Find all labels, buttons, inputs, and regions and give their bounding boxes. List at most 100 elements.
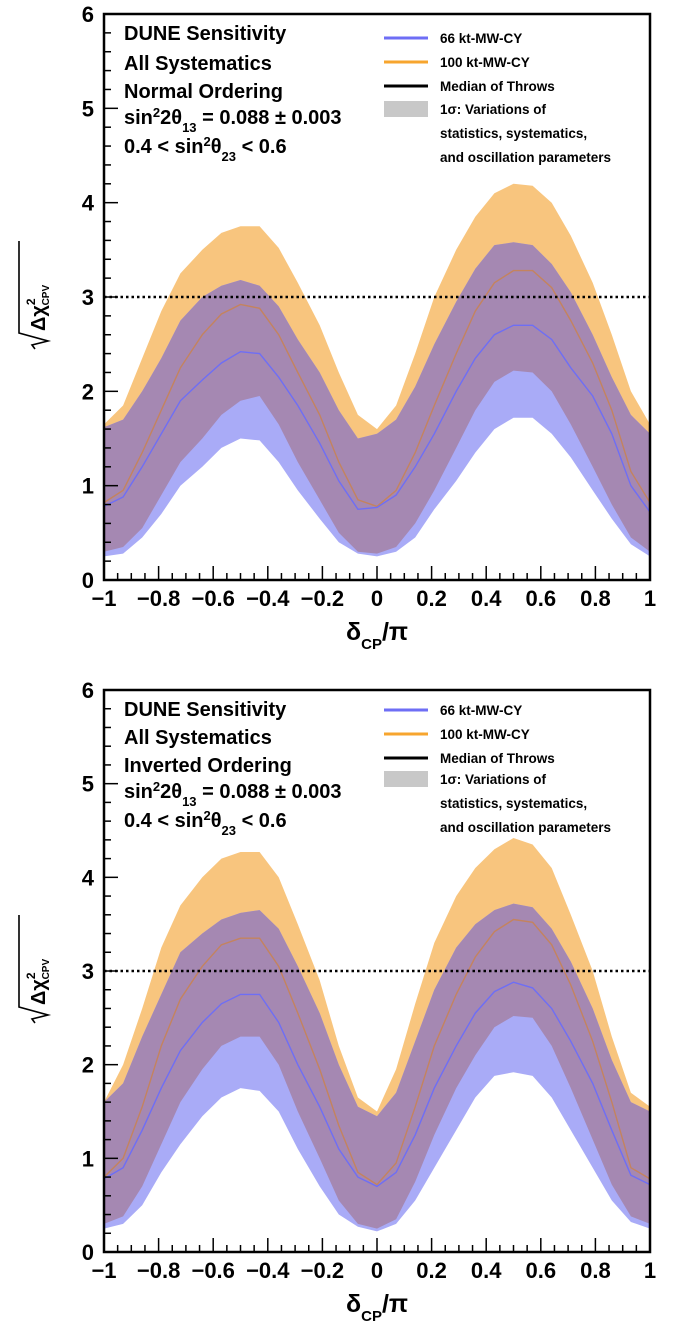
x-tick-label: −0.2	[301, 586, 344, 611]
y-axis-title-main: Δχ	[28, 305, 50, 331]
x-axis-title-tail: /π	[382, 618, 408, 646]
legend: 66 kt-MW-CY 100 kt-MW-CY Median of Throw…	[384, 31, 611, 165]
bands-layer	[104, 838, 650, 1232]
x-tick-label: 1	[644, 586, 656, 611]
info-theta13-sin: sin	[124, 781, 153, 803]
x-axis-title: δCP/π	[346, 1290, 408, 1324]
x-tick-label: 1	[644, 1258, 656, 1283]
info-theta13-theta: 2θ	[160, 781, 182, 803]
x-tick-label: −0.2	[301, 1258, 344, 1283]
y-tick-label: 6	[82, 678, 94, 703]
y-tick-label: 3	[82, 285, 94, 310]
legend-label-band-2: statistics, systematics,	[440, 796, 587, 811]
info-theta13-sin: sin	[124, 107, 153, 129]
x-tick-label: −0.8	[137, 1258, 180, 1283]
legend-label-66: 66 kt-MW-CY	[440, 703, 522, 718]
x-tick-label: 0.6	[526, 586, 557, 611]
y-axis-title-text: Δχ2 CPV	[24, 959, 52, 1005]
x-tick-label: −0.8	[137, 586, 180, 611]
info-theta13-theta: 2θ	[160, 107, 182, 129]
y-tick-label: 1	[82, 474, 94, 499]
x-axis-title: δCP/π	[346, 618, 408, 653]
info-theta23-tail: < 0.6	[236, 810, 287, 832]
legend-label-band-1: 1σ: Variations of	[440, 772, 547, 787]
band-overlap	[104, 242, 650, 554]
x-tick-label: −1	[91, 1258, 116, 1283]
y-axis-title-sup: 2	[24, 298, 38, 305]
info-theta13: sin22θ13 = 0.088 ± 0.003	[124, 779, 342, 809]
legend-label-66: 66 kt-MW-CY	[440, 31, 522, 46]
legend-label-band-3: and oscillation parameters	[440, 150, 611, 165]
median-line-100-kt-mw-cy	[103, 918, 651, 1186]
medians-layer	[103, 918, 651, 1188]
y-tick-label: 0	[82, 568, 94, 593]
x-axis-title-tail: /π	[382, 1290, 408, 1318]
info-systematics: All Systematics	[124, 53, 272, 75]
info-theta23-theta: θ	[211, 810, 222, 832]
y-axis-title-radical	[18, 915, 52, 1024]
bands-layer	[104, 183, 650, 557]
y-tick-label: 4	[82, 191, 95, 216]
ticks-layer	[103, 13, 651, 581]
x-tick-label: 0.4	[471, 586, 502, 611]
legend-swatch-band	[384, 771, 428, 787]
info-theta23-sub: 23	[222, 823, 236, 838]
info-systematics: All Systematics	[124, 727, 272, 749]
info-block: DUNE Sensitivity All Systematics Normal …	[124, 23, 342, 164]
info-theta23-sup: 2	[204, 808, 211, 823]
x-tick-label: −0.6	[191, 586, 234, 611]
info-theta13-value: = 0.088 ± 0.003	[197, 107, 342, 129]
info-theta23: 0.4 < sin2θ23 < 0.6	[124, 134, 287, 164]
x-tick-label: 0.2	[416, 586, 447, 611]
y-tick-label: 6	[82, 2, 94, 27]
x-tick-label: 0.2	[416, 1258, 447, 1283]
info-theta13-sub: 13	[182, 794, 196, 809]
median-line-66-kt-mw-cy	[103, 981, 651, 1188]
info-theta23-sup: 2	[204, 134, 211, 149]
y-tick-label: 2	[82, 379, 94, 404]
x-tick-label: 0.6	[526, 1258, 557, 1283]
x-axis-title-sub: CP	[361, 1308, 382, 1324]
ticks-layer	[103, 689, 651, 1253]
info-theta13-value: = 0.088 ± 0.003	[197, 781, 342, 803]
x-tick-label: 0.8	[580, 586, 611, 611]
y-tick-label: 2	[82, 1053, 94, 1078]
y-axis-title-radical	[18, 241, 52, 350]
y-axis-title-main: Δχ	[28, 979, 50, 1005]
info-theta23-lead: 0.4 < sin	[124, 136, 204, 158]
medians-layer	[103, 269, 651, 513]
legend-label-median: Median of Throws	[440, 79, 555, 94]
legend-label-band-1: 1σ: Variations of	[440, 102, 547, 117]
info-theta13-sup: 2	[153, 105, 160, 120]
info-ordering: Normal Ordering	[124, 81, 283, 103]
x-tick-label: −0.4	[246, 1258, 290, 1283]
y-tick-label: 4	[82, 865, 95, 890]
info-theta13: sin22θ13 = 0.088 ± 0.003	[124, 105, 342, 135]
info-theta23-tail: < 0.6	[236, 136, 287, 158]
y-axis-title: Δχ2 CPV	[18, 241, 52, 350]
info-ordering: Inverted Ordering	[124, 755, 292, 777]
x-tick-label: 0.8	[580, 1258, 611, 1283]
legend-label-100: 100 kt-MW-CY	[440, 727, 530, 742]
info-theta23: 0.4 < sin2θ23 < 0.6	[124, 808, 287, 838]
y-tick-label: 5	[82, 96, 94, 121]
chart-panel-inverted-ordering: −1 −0.8 −0.6 −0.4 −0.2 0 0.2 0.4 0.6 0.8 10123456 …	[18, 678, 656, 1324]
legend-label-band-2: statistics, systematics,	[440, 126, 587, 141]
x-tick-label: −1	[91, 586, 116, 611]
chart-panel-normal-ordering: −1 −0.8 −0.6 −0.4 −0.2 0 0.2 0.4 0.6 0.8 10123456 …	[18, 2, 656, 653]
y-axis-title-sub: CPV	[41, 959, 52, 980]
legend-label-100: 100 kt-MW-CY	[440, 55, 530, 70]
y-axis-title-sup: 2	[24, 972, 38, 979]
y-tick-label: 5	[82, 772, 94, 797]
y-axis-title-sub: CPV	[41, 285, 52, 306]
median-line-100-kt-mw-cy	[103, 269, 651, 508]
info-block: DUNE Sensitivity All Systematics Inverte…	[124, 699, 342, 838]
x-axis-title-main: δ	[346, 618, 361, 646]
info-theta13-sub: 13	[182, 120, 196, 135]
info-theta23-sub: 23	[222, 149, 236, 164]
legend-label-median: Median of Throws	[440, 751, 555, 766]
x-tick-label: 0.4	[471, 1258, 502, 1283]
